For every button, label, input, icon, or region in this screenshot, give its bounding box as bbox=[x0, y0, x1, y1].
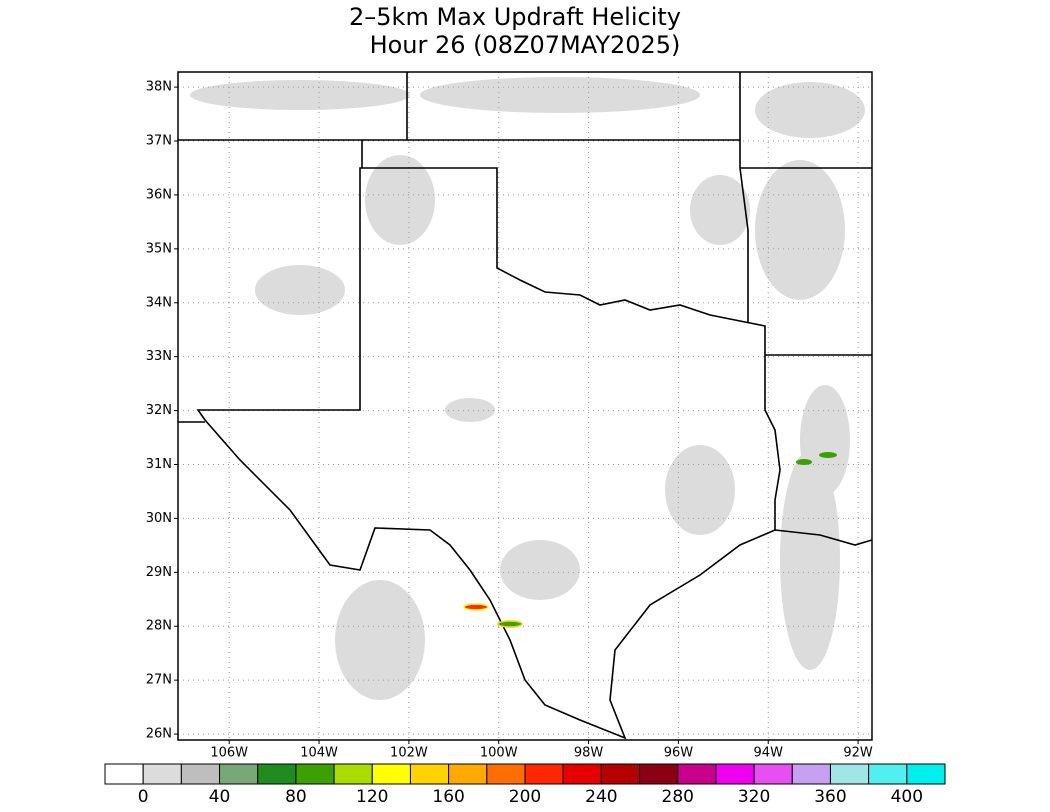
y-tick-label: 36N bbox=[146, 187, 172, 202]
colorbar-label: 320 bbox=[738, 787, 770, 807]
colorbar-swatch bbox=[600, 763, 641, 785]
y-tick-label: 30N bbox=[146, 511, 172, 526]
shaded-regions bbox=[190, 77, 865, 700]
colorbar-swatch bbox=[524, 763, 564, 785]
colorbar-label: 120 bbox=[356, 787, 388, 807]
colorbar-swatch bbox=[448, 763, 488, 785]
colorbar-swatch bbox=[371, 763, 411, 785]
colorbar-swatch bbox=[906, 763, 946, 785]
y-tick-label: 28N bbox=[146, 619, 172, 634]
colorbar-swatch bbox=[639, 763, 679, 785]
colorbar-swatch bbox=[562, 763, 602, 785]
colorbar-swatch bbox=[829, 763, 870, 785]
x-tick-label: 96W bbox=[664, 746, 694, 761]
y-tick-label: 35N bbox=[146, 241, 172, 256]
colorbar-label: 80 bbox=[285, 787, 307, 807]
x-tick-label: 92W bbox=[843, 746, 873, 761]
x-tick-label: 106W bbox=[210, 746, 248, 761]
boundaries bbox=[178, 72, 873, 740]
y-tick-label: 27N bbox=[146, 673, 172, 688]
map-subtitle: Hour 26 (08Z07MAY2025) bbox=[370, 31, 681, 59]
colorbar-label: 240 bbox=[585, 787, 617, 807]
x-tick-label: 100W bbox=[480, 746, 518, 761]
y-tick-label: 37N bbox=[146, 134, 172, 149]
x-tick-label: 98W bbox=[574, 746, 604, 761]
colorbar-label: 360 bbox=[814, 787, 846, 807]
map-area bbox=[178, 72, 873, 740]
colorbar-label: 40 bbox=[209, 787, 231, 807]
y-tick-label: 32N bbox=[146, 403, 172, 418]
y-tick-label: 31N bbox=[146, 457, 172, 472]
colorbar-swatch bbox=[486, 763, 526, 785]
colorbar-swatch bbox=[333, 763, 373, 785]
map-title: 2–5km Max Updraft Helicity bbox=[349, 3, 681, 31]
x-tick-label: 102W bbox=[390, 746, 428, 761]
colorbar-swatch bbox=[219, 763, 259, 785]
grid bbox=[178, 72, 872, 740]
colorbar: 0 40 80 120 160 200 240 280 320 360 400 bbox=[104, 763, 946, 807]
colorbar-swatch bbox=[868, 763, 908, 785]
colorbar-swatch bbox=[295, 763, 335, 785]
y-tick-label: 33N bbox=[146, 349, 172, 364]
colorbar-label: 0 bbox=[138, 787, 149, 807]
x-tick-label: 104W bbox=[300, 746, 338, 761]
colorbar-swatch bbox=[142, 763, 182, 785]
y-tick-label: 38N bbox=[146, 80, 172, 95]
colorbar-swatch bbox=[753, 763, 793, 785]
colorbar-swatch bbox=[715, 763, 755, 785]
y-tick-label: 34N bbox=[146, 295, 172, 310]
colorbar-swatch bbox=[180, 763, 221, 785]
colorbar-swatch bbox=[257, 763, 297, 785]
colorbar-swatch bbox=[791, 763, 831, 785]
colorbar-swatch bbox=[677, 763, 717, 785]
x-tick-label: 94W bbox=[754, 746, 784, 761]
map-frame bbox=[177, 71, 873, 741]
y-tick-label: 29N bbox=[146, 565, 172, 580]
colorbar-swatch bbox=[104, 763, 144, 785]
colorbar-label: 400 bbox=[891, 787, 923, 807]
y-tick-label: 26N bbox=[146, 727, 172, 742]
colorbar-label: 280 bbox=[662, 787, 694, 807]
colorbar-swatch bbox=[409, 763, 450, 785]
colorbar-label: 200 bbox=[509, 787, 541, 807]
helicity-tracks bbox=[463, 452, 837, 628]
colorbar-label: 160 bbox=[432, 787, 464, 807]
